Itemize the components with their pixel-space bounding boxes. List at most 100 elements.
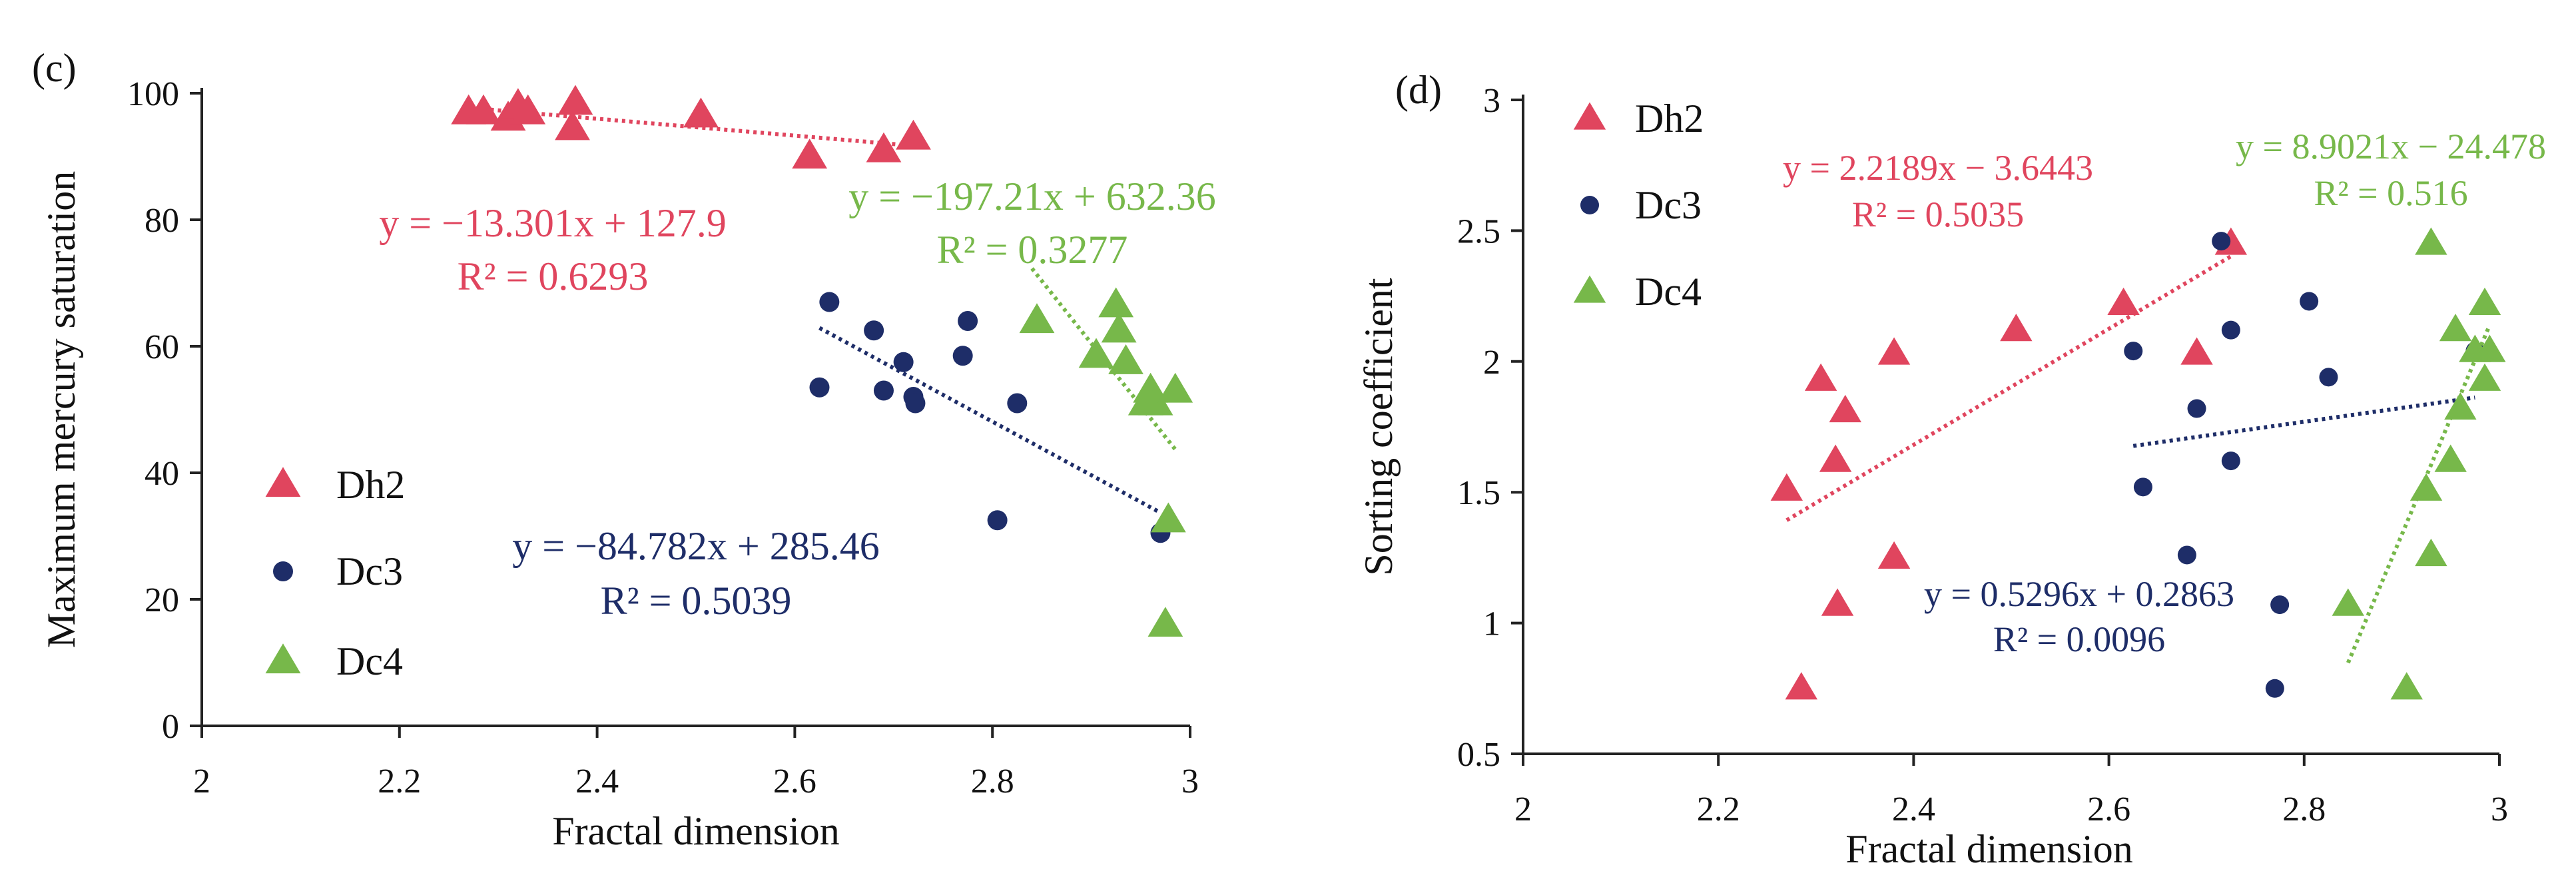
y-tick-label: 0 bbox=[162, 708, 179, 746]
legend-marker-dc3 bbox=[273, 561, 293, 581]
data-point-dc3 bbox=[864, 320, 884, 341]
data-point-dc4 bbox=[2468, 363, 2501, 391]
series-dc4: y = 8.9021x − 24.478 R² = 0.516 Dc4 bbox=[1573, 127, 2546, 700]
trendline-dc4 bbox=[2346, 324, 2492, 664]
data-point-dc3 bbox=[2133, 477, 2152, 497]
data-point-dh2 bbox=[2000, 314, 2033, 342]
y-tick-label: 1 bbox=[1483, 605, 1500, 643]
data-point-dc4 bbox=[2390, 672, 2423, 700]
y-tick-label: 20 bbox=[145, 581, 179, 619]
data-point-dh2 bbox=[555, 110, 590, 141]
data-point-dc3 bbox=[2124, 342, 2143, 361]
data-point-dc3 bbox=[893, 352, 914, 372]
data-point-dc4 bbox=[1078, 338, 1114, 368]
trend-equation-dc4: y = −197.21x + 632.36 bbox=[848, 174, 1216, 218]
trend-equation-dc3: y = −84.782x + 285.46 bbox=[512, 524, 880, 568]
data-point-dh2 bbox=[866, 132, 902, 162]
data-point-dh2 bbox=[2180, 337, 2213, 365]
trend-equation-dc4: y = 8.9021x − 24.478 bbox=[2236, 127, 2546, 166]
data-point-dc3 bbox=[958, 311, 978, 331]
y-tick-label: 1.5 bbox=[1457, 474, 1500, 512]
data-point-dc3 bbox=[2221, 320, 2240, 340]
series-dh2: y = 2.2189x − 3.6443 R² = 0.5035 Dh2 bbox=[1573, 97, 2248, 700]
panel-label: (d) bbox=[1395, 68, 1442, 112]
data-point-dc3 bbox=[905, 393, 926, 414]
trend-equation-dh2: y = 2.2189x − 3.6443 bbox=[1783, 148, 2093, 188]
data-point-dc4 bbox=[2434, 444, 2467, 472]
data-point-dh2 bbox=[1785, 672, 1818, 700]
x-tick-label: 3 bbox=[2491, 790, 2508, 828]
trend-r2-dc4: R² = 0.516 bbox=[2314, 173, 2467, 213]
data-point-dc4 bbox=[1157, 372, 1193, 403]
data-point-dh2 bbox=[466, 94, 501, 125]
data-point-dh2 bbox=[683, 97, 719, 128]
x-tick-label: 2.2 bbox=[1697, 790, 1740, 828]
data-point-dc3 bbox=[2187, 399, 2206, 418]
data-point-dh2 bbox=[1819, 444, 1852, 472]
data-point-dc4 bbox=[1101, 312, 1137, 343]
chart-panel-c: 0 20 40 60 80 100 2 2.2 2.4 2.6 2.8 3 Fractal dimens… bbox=[32, 46, 1216, 853]
legend-label-dc3: Dc3 bbox=[336, 549, 403, 593]
panel-label: (c) bbox=[32, 46, 77, 90]
data-point-dh2 bbox=[510, 94, 546, 125]
data-point-dc3 bbox=[952, 346, 973, 366]
x-tick-label: 2.6 bbox=[2087, 790, 2130, 828]
y-tick-label: 3 bbox=[1483, 82, 1500, 120]
data-point-dc4 bbox=[2439, 314, 2472, 342]
data-point-dc4 bbox=[2415, 538, 2447, 567]
data-point-dc3 bbox=[2265, 679, 2284, 698]
data-point-dc4 bbox=[2473, 334, 2506, 362]
data-point-dc3 bbox=[987, 510, 1008, 531]
data-point-dc4 bbox=[2468, 287, 2501, 316]
trend-equation-dc3: y = 0.5296x + 0.2863 bbox=[1924, 574, 2234, 614]
data-point-dc4 bbox=[2410, 473, 2443, 501]
series-dc4: y = −197.21x + 632.36 R² = 0.3277 Dc4 bbox=[265, 174, 1216, 683]
x-axis-label: Fractal dimension bbox=[552, 809, 840, 853]
data-point-dh2 bbox=[792, 139, 828, 169]
data-point-dh2 bbox=[1770, 473, 1803, 501]
y-axis-label: Maximum mercury saturation bbox=[39, 171, 83, 648]
x-tick-label: 2.4 bbox=[575, 762, 619, 800]
legend-label-dc4: Dc4 bbox=[1635, 270, 1702, 314]
x-tick-label: 2.2 bbox=[378, 762, 421, 800]
x-tick-label: 2 bbox=[1514, 790, 1532, 828]
trend-r2-dc3: R² = 0.0096 bbox=[1993, 619, 2165, 659]
data-point-dc4 bbox=[2415, 227, 2447, 255]
data-point-dh2 bbox=[2107, 287, 2140, 316]
x-axis-label: Fractal dimension bbox=[1845, 827, 2133, 871]
chart-panel-d: 0.5 1 1.5 2 2.5 3 2 2.2 2.4 2.6 2.8 3 Fractal dimens… bbox=[1357, 68, 2546, 871]
data-point-dh2 bbox=[1829, 394, 1861, 423]
legend-marker-dh2 bbox=[1573, 102, 1606, 130]
data-point-dh2 bbox=[896, 119, 931, 150]
trend-r2-dh2: R² = 0.6293 bbox=[458, 254, 649, 298]
x-tick-label: 2.8 bbox=[2282, 790, 2326, 828]
legend-label-dc4: Dc4 bbox=[336, 639, 403, 683]
data-point-dc4 bbox=[2332, 588, 2364, 616]
legend-marker-dh2 bbox=[265, 467, 301, 497]
y-axis-label: Sorting coefficient bbox=[1357, 278, 1401, 575]
trendline-dh2 bbox=[1785, 254, 2232, 522]
data-point-dc3 bbox=[2177, 545, 2196, 565]
data-point-dc4 bbox=[1150, 502, 1186, 533]
data-point-dc3 bbox=[873, 380, 894, 401]
data-point-dc3 bbox=[2221, 451, 2240, 471]
trend-equation-dh2: y = −13.301x + 127.9 bbox=[379, 201, 727, 245]
legend-marker-dc4 bbox=[1573, 275, 1606, 303]
data-point-dc4 bbox=[1098, 287, 1134, 318]
data-point-dh2 bbox=[557, 85, 593, 115]
data-point-dc3 bbox=[1007, 393, 1028, 414]
series-dh2: y = −13.301x + 127.9 R² = 0.6293 Dh2 bbox=[265, 85, 931, 507]
trendline-dc3 bbox=[818, 326, 1161, 515]
trend-r2-dh2: R² = 0.5035 bbox=[1852, 194, 2024, 234]
trendline-dc4 bbox=[1030, 267, 1177, 451]
data-point-dc4 bbox=[1019, 303, 1055, 334]
trend-r2-dc4: R² = 0.3277 bbox=[937, 228, 1128, 272]
data-point-dc3 bbox=[2212, 232, 2231, 251]
legend-marker-dc4 bbox=[265, 643, 301, 674]
x-tick-label: 2.8 bbox=[971, 762, 1014, 800]
x-tick-label: 2.6 bbox=[773, 762, 816, 800]
data-point-dh2 bbox=[1821, 588, 1854, 616]
x-tick-label: 2 bbox=[193, 762, 210, 800]
legend-label-dh2: Dh2 bbox=[336, 463, 405, 507]
